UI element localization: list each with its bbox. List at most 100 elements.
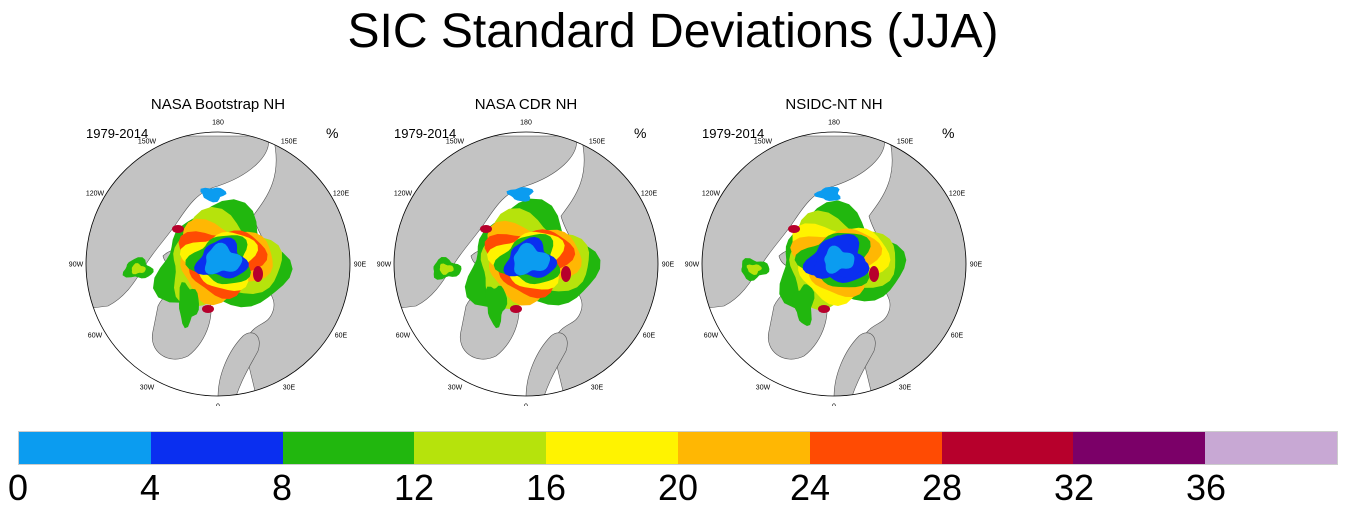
ice-hotspot (480, 225, 492, 233)
ice-variability-zone (200, 187, 227, 203)
longitude-label: 150E (589, 139, 606, 146)
ice-hotspot (869, 266, 879, 282)
longitude-label: 150W (138, 139, 157, 146)
longitude-label: 0 (832, 404, 836, 407)
ice-variability-zone (506, 187, 534, 202)
longitude-label: 30W (448, 385, 463, 392)
ice-variability-zone (824, 245, 855, 274)
unit-label: % (634, 125, 647, 141)
map-border (701, 131, 967, 397)
ice-hotspot (788, 225, 800, 233)
longitude-label: 90E (970, 262, 983, 269)
longitude-label: 90W (69, 262, 84, 269)
polar-map: 180 150E 120E 90E 60E 30E 0 30W 60W 90W 120W 150W (69, 120, 367, 407)
colorbar-tick-label: 4 (139, 467, 161, 508)
colorbar-tick-label: 0 (7, 467, 29, 508)
longitude-label: 30E (899, 385, 912, 392)
longitude-label: 30W (756, 385, 771, 392)
panel-title: NSIDC-NT NH (785, 96, 883, 113)
unit-label: % (942, 125, 955, 141)
colorbar-segment (1205, 432, 1337, 464)
colorbar-tick-label: 32 (1053, 467, 1095, 508)
longitude-label: 180 (828, 120, 840, 127)
map-panel-nasa-bootstrap: NASA Bootstrap NH 1979-2014 % 180 150E 120… (68, 96, 368, 406)
land-mass (833, 332, 876, 396)
land-mass (394, 135, 577, 312)
longitude-label: 0 (524, 404, 528, 407)
longitude-label: 60W (396, 333, 411, 340)
ice-variability-zone (131, 263, 146, 275)
land-mass (525, 332, 568, 396)
polar-map: 180 150E 120E 90E 60E 30E 0 30W 60W 90W 120W 150W (377, 120, 675, 407)
longitude-label: 120W (86, 191, 105, 198)
colorbar-segment (282, 432, 415, 464)
colorbar-segment (19, 432, 151, 464)
ice-hotspot (202, 305, 214, 313)
ice-variability-zone (439, 263, 454, 275)
map-border (85, 131, 351, 397)
map-panel-nsidc-nt: NSIDC-NT NH 1979-2014 % 180 150E 120E 90E 60… (684, 96, 984, 406)
longitude-label: 150W (446, 139, 465, 146)
colorbar-tick-label: 8 (271, 467, 293, 508)
longitude-label: 0 (216, 404, 220, 407)
ice-variability-zone (746, 264, 762, 275)
land-mass (217, 332, 260, 396)
colorbar-segment (1073, 432, 1206, 464)
period-label: 1979-2014 (702, 126, 765, 141)
longitude-label: 60E (643, 333, 656, 340)
longitude-label: 120W (394, 191, 413, 198)
longitude-label: 60W (88, 333, 103, 340)
longitude-label: 30E (591, 385, 604, 392)
longitude-label: 60W (704, 333, 719, 340)
panel-title: NASA Bootstrap NH (150, 96, 286, 113)
ice-variability-zone (791, 284, 815, 326)
unit-label: % (326, 125, 339, 141)
longitude-label: 90W (685, 262, 700, 269)
colorbar-tick-label: 24 (789, 467, 831, 508)
colorbar-tick-label: 12 (393, 467, 435, 508)
ice-hotspot (561, 266, 571, 282)
colorbar-segment (414, 432, 547, 464)
ice-variability-zone (513, 242, 550, 276)
colorbar-ticks: 0 4 8 12 16 20 24 28 32 36 (0, 466, 1346, 510)
longitude-label: 120E (333, 191, 350, 198)
colorbar-segment (150, 432, 283, 464)
colorbar-tick-label: 16 (525, 467, 567, 508)
longitude-label: 90W (377, 262, 392, 269)
map-panel-nasa-cdr: NASA CDR NH 1979-2014 % 180 150E 120E 90E 60… (376, 96, 676, 406)
ice-variability-zone (485, 285, 508, 329)
colorbar-tick-label: 36 (1185, 467, 1227, 508)
longitude-label: 30E (283, 385, 296, 392)
ice-hotspot (253, 266, 263, 282)
longitude-label: 120W (702, 191, 721, 198)
colorbar-tick-label: 28 (921, 467, 963, 508)
land-mass (86, 135, 269, 312)
ice-hotspot (172, 225, 184, 233)
longitude-label: 150E (281, 139, 298, 146)
longitude-label: 120E (641, 191, 658, 198)
longitude-label: 150E (897, 139, 914, 146)
colorbar-segment (941, 432, 1074, 464)
longitude-label: 90E (662, 262, 675, 269)
panel-title: NASA CDR NH (474, 96, 578, 113)
ice-variability-zone (179, 282, 199, 329)
colorbar-segment (677, 432, 810, 464)
longitude-label: 180 (520, 120, 532, 127)
colorbar (18, 431, 1338, 465)
map-border (393, 131, 659, 397)
longitude-label: 30W (140, 385, 155, 392)
ice-hotspot (510, 305, 522, 313)
ice-hotspot (818, 305, 830, 313)
colorbar-tick-label: 20 (657, 467, 699, 508)
longitude-label: 90E (354, 262, 367, 269)
colorbar-segment (809, 432, 942, 464)
colorbar-segment (546, 432, 678, 464)
longitude-label: 60E (335, 333, 348, 340)
longitude-label: 180 (212, 120, 224, 127)
longitude-label: 120E (949, 191, 966, 198)
longitude-label: 60E (951, 333, 964, 340)
ice-variability-zone (204, 242, 243, 275)
figure-title: SIC Standard Deviations (JJA) (347, 5, 999, 58)
ice-variability-zone (813, 186, 841, 201)
polar-map: 180 150E 120E 90E 60E 30E 0 30W 60W 90W 120W 150W (685, 120, 983, 407)
